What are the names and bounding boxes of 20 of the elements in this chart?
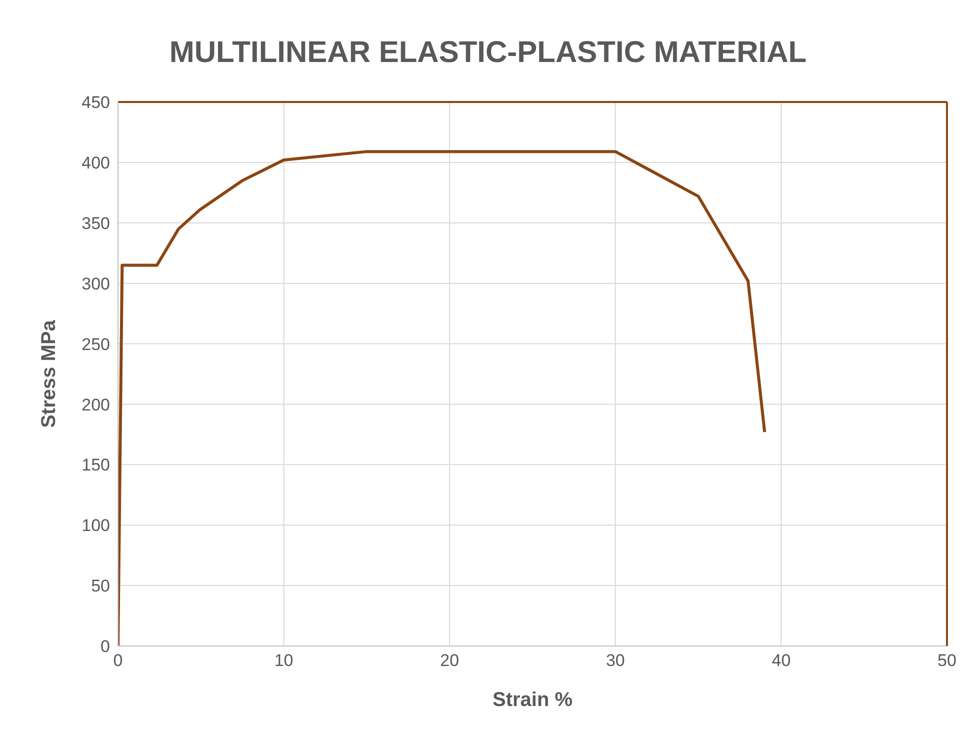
y-tick-label: 100 [82,516,110,536]
chart-title: MULTILINEAR ELASTIC-PLASTIC MATERIAL [168,35,808,71]
x-tick-label: 40 [772,651,791,670]
y-tick-label: 250 [82,334,110,354]
y-tick-label: 200 [82,395,110,414]
x-tick-label: 50 [938,651,956,670]
y-tick-label: 350 [82,214,110,233]
x-tick-label: 10 [274,651,294,670]
x-tick-label: 30 [606,651,625,670]
y-tick-label: 0 [100,637,110,656]
x-tick-label: 0 [113,651,123,670]
y-tick-label: 300 [82,274,110,294]
y-axis-title: Stress MPa [38,319,60,428]
x-tick-label: 20 [440,651,460,670]
y-tick-label: 450 [82,93,110,112]
y-tick-label: 150 [82,456,110,475]
y-tick-label: 50 [91,576,110,596]
x-axis-title: Strain % [492,689,573,711]
y-tick-label: 400 [82,153,110,172]
line-series [118,150,766,646]
